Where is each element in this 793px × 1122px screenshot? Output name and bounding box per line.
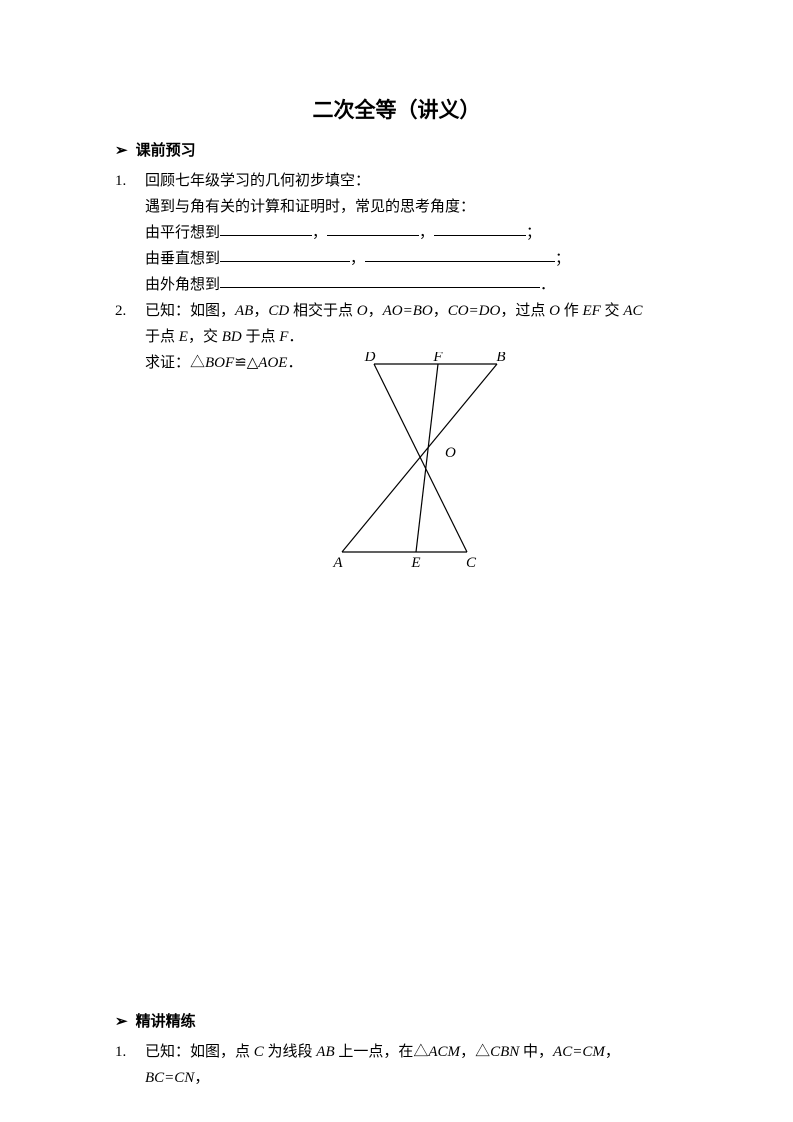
preview-item-2: 2. 已知：如图，AB，CD 相交于点 O，AO=BO，CO=DO，过点 O 作… — [115, 298, 678, 579]
text-line: 求证：△BOF≌△AOE． — [145, 350, 302, 376]
practice-item-1: 1. 已知：如图，点 C 为线段 AB 上一点，在△ACM，△CBN 中，AC=… — [115, 1039, 678, 1091]
svg-text:B: B — [497, 352, 506, 365]
svg-text:A: A — [333, 555, 344, 570]
svg-text:E: E — [411, 555, 421, 570]
blank — [365, 247, 555, 262]
svg-text:D: D — [364, 352, 376, 365]
text-line: 回顾七年级学习的几何初步填空： — [145, 168, 678, 194]
section-practice-header: ➢ 精讲精练 — [115, 1009, 678, 1035]
preview-item-1: 1. 回顾七年级学习的几何初步填空： 遇到与角有关的计算和证明时，常见的思考角度… — [115, 168, 678, 298]
blank — [327, 221, 419, 236]
text-line: 由平行想到，，； — [145, 220, 678, 246]
arrow-icon: ➢ — [115, 1009, 128, 1035]
section-practice-title: 精讲精练 — [136, 1009, 196, 1035]
blank — [220, 273, 540, 288]
section-preview-title: 课前预习 — [136, 138, 196, 164]
item-number: 2. — [115, 298, 145, 579]
item-number: 1. — [115, 168, 145, 298]
diagram-svg: D F B O A E C — [312, 352, 517, 570]
blank — [434, 221, 526, 236]
page-title: 二次全等（讲义） — [115, 94, 678, 124]
item-number: 1. — [115, 1039, 145, 1091]
page: 二次全等（讲义） ➢ 课前预习 1. 回顾七年级学习的几何初步填空： 遇到与角有… — [0, 0, 793, 1122]
section-preview-header: ➢ 课前预习 — [115, 138, 678, 164]
text-line: 于点 E，交 BD 于点 F． — [145, 324, 678, 350]
text-line: 由外角想到． — [145, 272, 678, 298]
text-line: 遇到与角有关的计算和证明时，常见的思考角度： — [145, 194, 678, 220]
svg-text:O: O — [445, 445, 456, 461]
blank — [220, 247, 350, 262]
svg-text:C: C — [466, 555, 477, 570]
svg-text:F: F — [433, 352, 444, 365]
text-line: 由垂直想到，； — [145, 246, 678, 272]
blank — [220, 221, 312, 236]
geometry-diagram: D F B O A E C — [312, 352, 517, 579]
text-line: 已知：如图，点 C 为线段 AB 上一点，在△ACM，△CBN 中，AC=CM，… — [145, 1039, 678, 1091]
arrow-icon: ➢ — [115, 138, 128, 164]
text-line: 已知：如图，AB，CD 相交于点 O，AO=BO，CO=DO，过点 O 作 EF… — [145, 298, 678, 324]
